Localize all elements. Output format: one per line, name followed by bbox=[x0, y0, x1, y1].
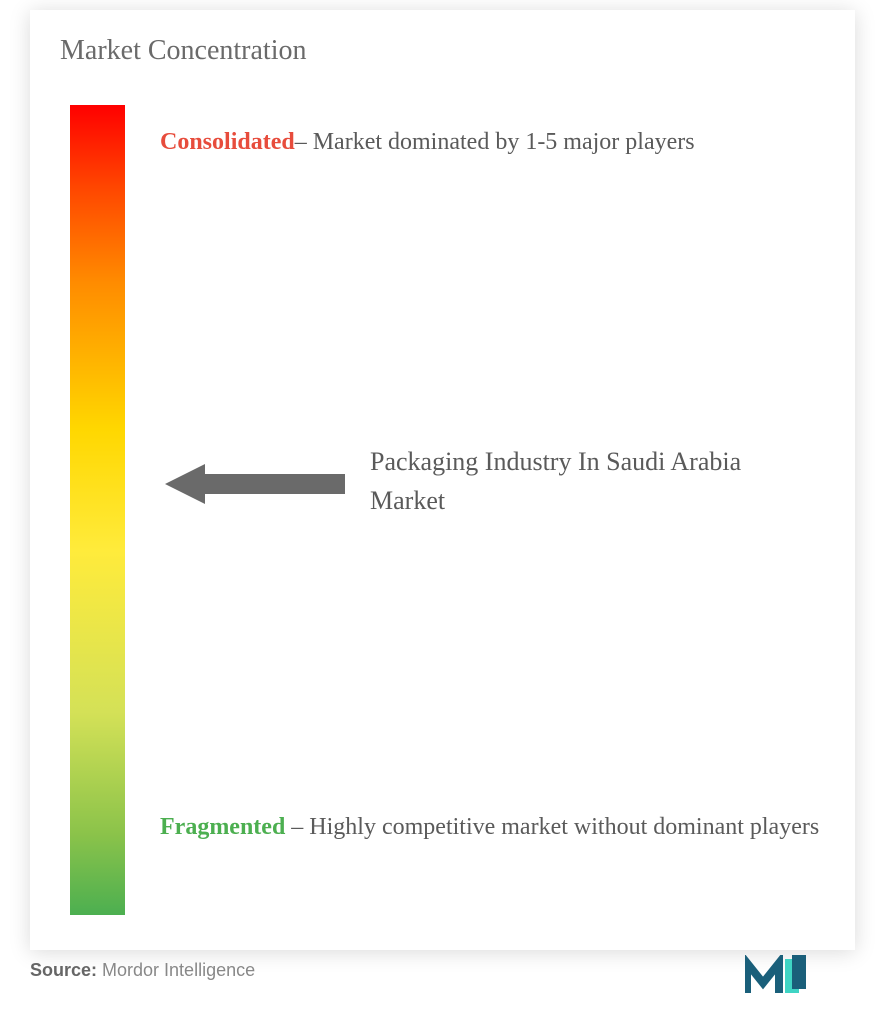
concentration-card: Market Concentration Consolidated– Marke… bbox=[30, 10, 855, 950]
source-name: Mordor Intelligence bbox=[97, 960, 255, 980]
concentration-gradient-bar bbox=[70, 105, 125, 915]
market-position-arrow bbox=[165, 460, 345, 508]
chart-title: Market Concentration bbox=[60, 35, 306, 67]
mordor-logo bbox=[745, 955, 815, 995]
source-label: Source: bbox=[30, 960, 97, 980]
fragmented-description: Fragmented – Highly competitive market w… bbox=[160, 800, 840, 855]
source-attribution: Source: Mordor Intelligence bbox=[30, 960, 255, 981]
consolidated-description: Consolidated– Market dominated by 1-5 ma… bbox=[160, 115, 820, 170]
market-name-label: Packaging Industry In Saudi Arabia Marke… bbox=[370, 442, 750, 520]
consolidated-label: Consolidated bbox=[160, 129, 295, 155]
consolidated-text: – Market dominated by 1-5 major players bbox=[295, 129, 695, 155]
fragmented-label: Fragmented bbox=[160, 814, 285, 840]
fragmented-text: – Highly competitive market without domi… bbox=[285, 814, 819, 840]
